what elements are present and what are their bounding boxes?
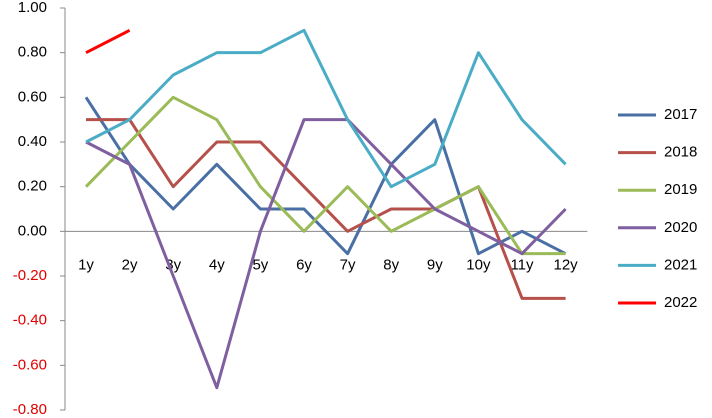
y-tick-label: -0.40	[13, 312, 47, 329]
legend-label: 2017	[664, 106, 697, 123]
x-tick-label: 12y	[554, 256, 579, 273]
series-line	[85, 28, 567, 189]
y-tick-label: 1.00	[18, 0, 47, 16]
y-tick-label: 0.20	[18, 178, 47, 195]
x-tick-label: 1y	[78, 256, 94, 273]
legend-label: 2020	[664, 219, 697, 236]
x-tick-label: 11y	[510, 256, 534, 273]
y-tick-label: 0.40	[18, 133, 47, 150]
y-tick-label: 0.00	[18, 222, 47, 239]
x-tick-label: 2y	[122, 256, 138, 273]
x-tick-label: 6y	[296, 256, 312, 273]
series-line	[84, 95, 566, 256]
x-tick-label: 4y	[209, 256, 225, 273]
y-tick-label: 0.60	[18, 88, 47, 105]
series-line	[84, 96, 567, 256]
x-tick-label: 7y	[340, 256, 356, 273]
x-tick-label: 5y	[252, 256, 268, 273]
y-tick-label: -0.60	[13, 356, 47, 373]
y-tick-label: -0.20	[13, 267, 47, 284]
series-line	[85, 28, 131, 55]
legend-label: 2022	[664, 294, 697, 311]
legend-label: 2018	[664, 144, 697, 161]
x-tick-label: 9y	[427, 256, 443, 273]
legend-label: 2019	[664, 181, 697, 198]
legend-label: 2021	[664, 256, 697, 273]
x-tick-label: 8y	[383, 256, 399, 273]
y-tick-label: -0.80	[13, 401, 47, 418]
series-line	[85, 118, 567, 390]
y-tick-label: 0.80	[18, 44, 47, 61]
x-tick-label: 10y	[466, 256, 491, 273]
